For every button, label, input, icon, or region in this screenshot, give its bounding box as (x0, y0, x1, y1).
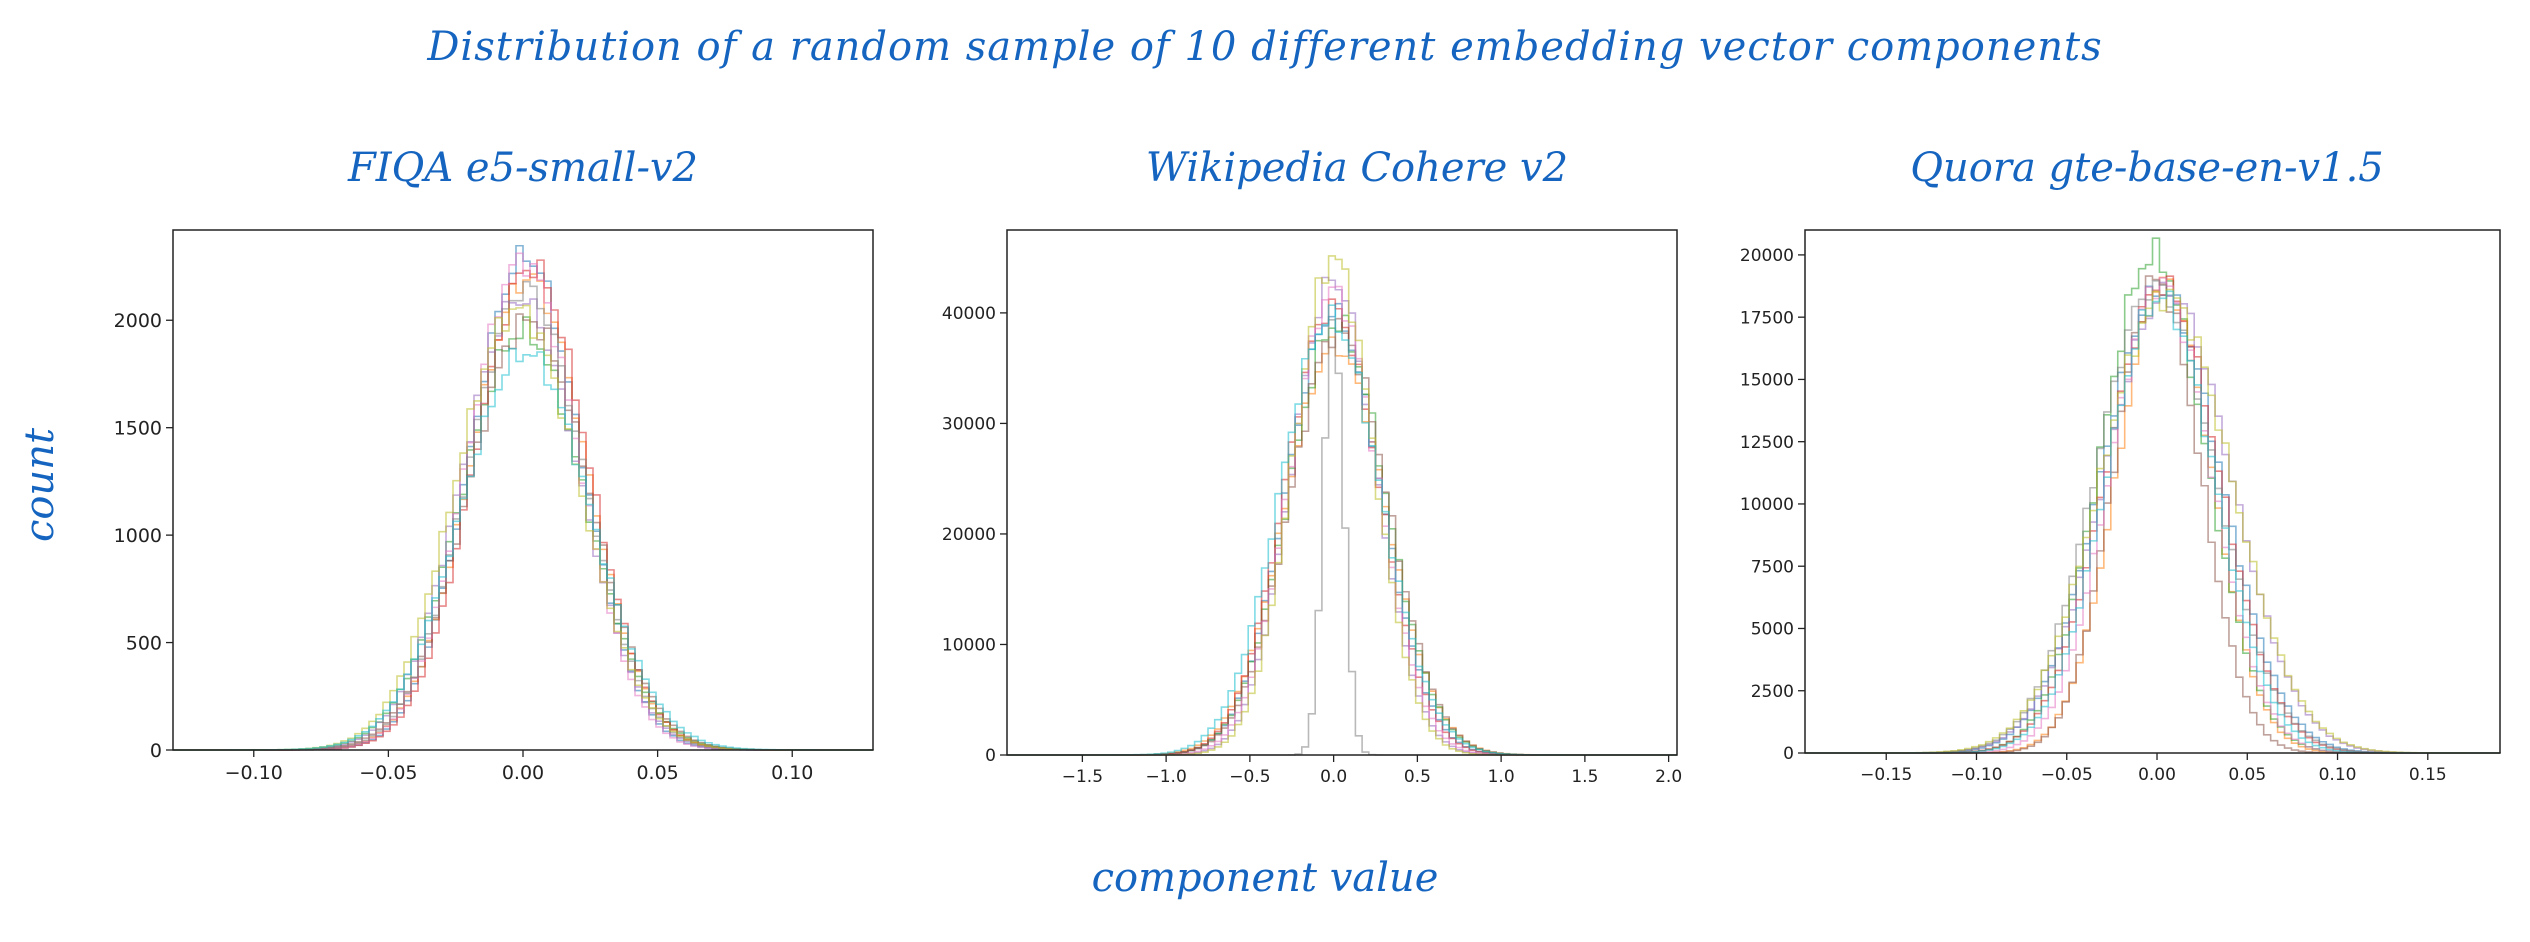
histogram-series-3 (173, 316, 873, 751)
y-tick-label: 20000 (1740, 246, 1794, 266)
y-tick-label: 12500 (1740, 433, 1794, 453)
x-tick-label: 1.5 (1571, 767, 1598, 787)
y-axis-label: count (17, 427, 63, 543)
x-tick-label: 0.10 (771, 762, 813, 784)
y-tick-label: 1000 (114, 525, 162, 547)
y-tick-label: 15000 (1740, 371, 1794, 391)
histogram-series-6 (1805, 275, 2500, 754)
figure-title: Distribution of a random sample of 10 di… (427, 24, 2103, 70)
y-tick-label: 2500 (1751, 682, 1794, 702)
y-tick-label: 20000 (942, 525, 996, 545)
y-tick-label: 5000 (1751, 620, 1794, 640)
y-tick-label: 0 (985, 746, 996, 766)
y-tick-label: 1500 (114, 418, 162, 440)
histogram-series-1 (1805, 285, 2500, 754)
histogram-series-4 (1805, 275, 2500, 754)
histogram-series-2 (1805, 276, 2500, 754)
histogram-series-5 (173, 298, 873, 751)
x-tick-label: 0.00 (2138, 765, 2176, 785)
y-tick-label: 17500 (1740, 308, 1794, 328)
histogram-series-8 (173, 280, 873, 751)
panel-title-fiqa: FIQA e5-small-v2 (347, 145, 699, 191)
histogram-series-5 (1805, 281, 2501, 754)
histogram-series-9 (1805, 288, 2501, 754)
y-tick-label: 30000 (942, 415, 996, 435)
x-tick-label: 0.15 (2409, 765, 2447, 785)
axes-frame (1006, 229, 1678, 756)
histogram-plot-fiqa: −0.10 −0.05 0.00 0.05 0.10 0 500 1000 1500 2000 (114, 229, 874, 784)
x-tick-label: 0.00 (502, 762, 544, 784)
histogram-series-8 (1007, 318, 1677, 756)
x-tick-label: 0.05 (2228, 765, 2266, 785)
x-tick-label: −0.05 (2041, 765, 2093, 785)
x-tick-label: 0.10 (2319, 765, 2357, 785)
histogram-plot-wikipedia: −1.5 −1.0 −0.5 0.0 0.5 1.0 1.5 2.0 0 10000 20000 30… (942, 229, 1682, 787)
axes-frame (1804, 229, 2501, 754)
y-tick-label: 7500 (1751, 557, 1794, 577)
histogram-series-2 (173, 273, 873, 751)
panel-title-wikipedia: Wikipedia Cohere v2 (1145, 145, 1569, 191)
x-tick-label: 1.0 (1488, 767, 1515, 787)
y-tick-label: 0 (150, 740, 162, 762)
y-tick-label: 2000 (114, 310, 162, 332)
histogram-series-6 (173, 313, 873, 751)
x-tick-label: 2.0 (1655, 767, 1682, 787)
x-tick-label: −1.0 (1145, 767, 1186, 787)
panel-title-quora: Quora gte-base-en-v1.5 (1910, 145, 2384, 191)
histogram-series-9 (173, 304, 873, 751)
x-tick-label: 0.05 (636, 762, 678, 784)
y-tick-label: 10000 (1740, 495, 1794, 515)
x-axis-label: component value (1091, 855, 1439, 901)
histogram-series-7 (1805, 277, 2500, 754)
x-tick-label: −0.5 (1229, 767, 1270, 787)
y-tick-label: 0 (1783, 744, 1794, 764)
x-tick-label: −1.5 (1062, 767, 1103, 787)
y-tick-label: 40000 (942, 304, 996, 324)
x-tick-label: 0.5 (1404, 767, 1431, 787)
x-tick-label: −0.15 (1860, 765, 1912, 785)
histogram-series-8 (1805, 280, 2500, 754)
histogram-series-1 (1007, 302, 1677, 756)
histogram-series-10 (1805, 290, 2500, 754)
x-tick-label: −0.05 (359, 762, 417, 784)
x-tick-label: 0.0 (1320, 767, 1347, 787)
y-tick-label: 10000 (942, 636, 996, 656)
x-tick-label: −0.10 (225, 762, 283, 784)
histogram-series-10 (173, 347, 873, 751)
histogram-plot-quora: −0.15 −0.10 −0.05 0.00 0.05 0.10 0.15 0 2500 5000… (1740, 229, 2501, 785)
y-tick-label: 500 (126, 632, 162, 654)
x-tick-label: −0.10 (1950, 765, 2002, 785)
